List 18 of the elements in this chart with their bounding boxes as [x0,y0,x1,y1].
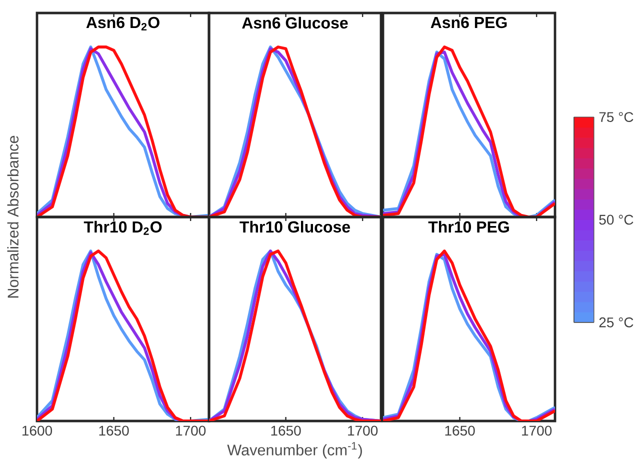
color-bar-label: 75 °C [599,112,634,122]
chart-title: Thr10 D$_{2}$O [84,220,162,235]
chart-title: Thr10 Glucose [240,220,350,233]
x-tick-label: 1700 [522,426,552,436]
chart-title: Asn6 PEG [430,16,507,28]
chart-title: Asn6 Glucose [242,16,348,29]
x-axis-title: Wavenumber (cm$^{-1}$) [227,442,362,458]
x-tick-label: 1650 [445,426,475,436]
chart-title: Thr10 PEG [428,220,509,233]
x-tick-label: 1600 [22,426,52,436]
y-axis-title: Normalized Absorbance [7,136,19,298]
x-tick-label: 1650 [271,426,301,436]
color-bar-label: 50 °C [599,214,634,225]
chart-title: Asn6 D$_{2}$O [86,16,160,30]
x-tick-label: 1650 [99,426,129,436]
x-tick-label: 1700 [348,426,378,436]
x-tick-label: 1700 [176,426,206,436]
color-bar-label: 25 °C [599,317,634,328]
